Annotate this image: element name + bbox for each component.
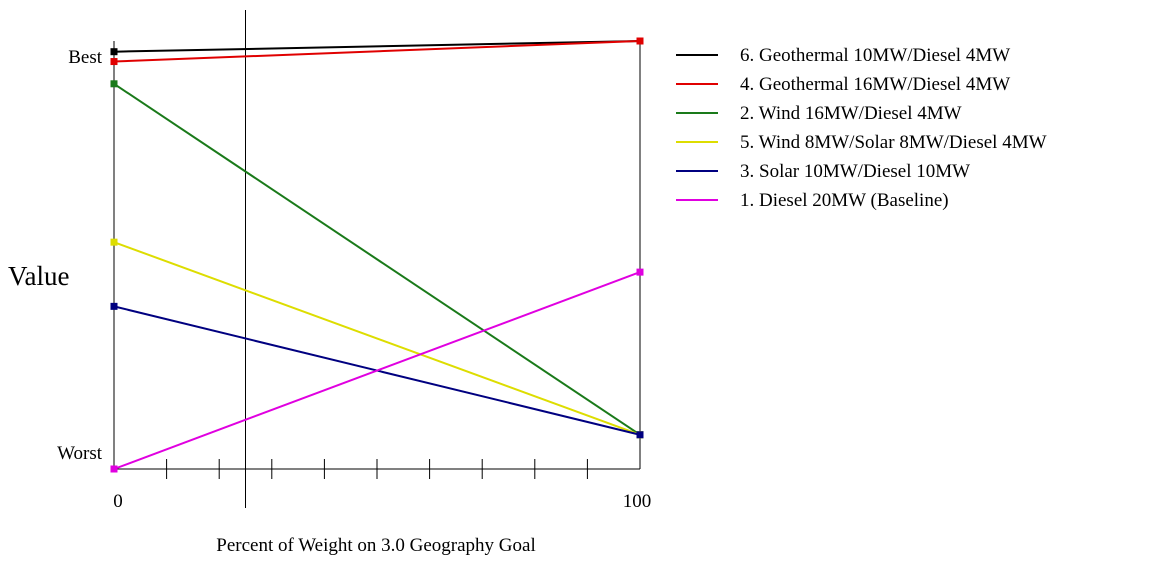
series-point-2-1 bbox=[110, 58, 118, 66]
legend-label-4: 5. Wind 8MW/Solar 8MW/Diesel 4MW bbox=[740, 132, 1047, 153]
series-line-2 bbox=[113, 40, 641, 63]
axes bbox=[113, 10, 641, 508]
legend: 6. Geothermal 10MW/Diesel 4MW 4. Geotherm… bbox=[676, 45, 1047, 211]
x-axis-label: Percent of Weight on 3.0 Geography Goal bbox=[216, 535, 535, 556]
series-line-3 bbox=[113, 82, 641, 436]
legend-label-2: 4. Geothermal 16MW/Diesel 4MW bbox=[740, 74, 1010, 95]
legend-label-5: 3. Solar 10MW/Diesel 10MW bbox=[740, 161, 970, 182]
legend-label-1: 6. Geothermal 10MW/Diesel 4MW bbox=[740, 45, 1010, 66]
legend-label-3: 2. Wind 16MW/Diesel 4MW bbox=[740, 103, 962, 124]
x-tick-0: 0 bbox=[113, 491, 123, 512]
x-tick-100: 100 bbox=[623, 491, 652, 512]
series-point-6-2 bbox=[636, 268, 644, 276]
series-line-6 bbox=[113, 271, 641, 470]
series-points bbox=[110, 37, 644, 473]
series-point-5-2 bbox=[636, 431, 644, 439]
y-tick-best: Best bbox=[68, 47, 103, 68]
series-point-3-1 bbox=[110, 80, 118, 88]
series-point-4-1 bbox=[110, 238, 118, 246]
series-line-4 bbox=[113, 241, 641, 436]
series-point-5-1 bbox=[110, 302, 118, 310]
series-point-6-1 bbox=[110, 465, 118, 473]
y-axis-label: Value bbox=[8, 261, 69, 291]
y-tick-worst: Worst bbox=[57, 443, 103, 464]
series-point-1-1 bbox=[110, 48, 118, 56]
series-point-2-2 bbox=[636, 37, 644, 45]
series-line-1 bbox=[113, 40, 641, 53]
series-lines bbox=[113, 40, 641, 470]
legend-label-6: 1. Diesel 20MW (Baseline) bbox=[740, 190, 949, 211]
